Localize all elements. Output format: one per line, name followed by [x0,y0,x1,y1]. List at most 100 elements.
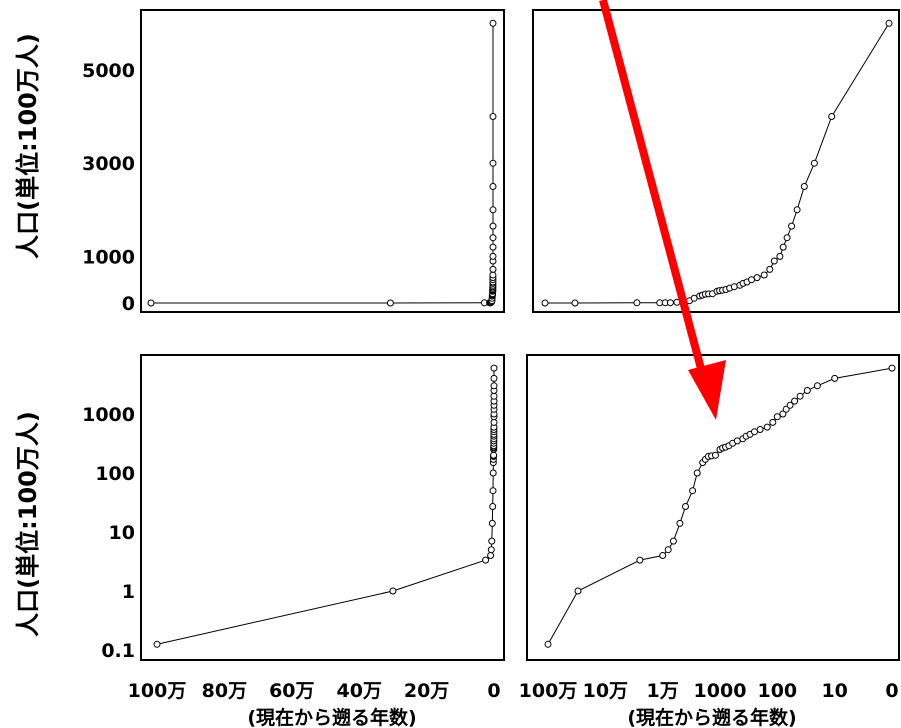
data-point-bl-2 [482,556,490,564]
data-point-br-8 [689,487,697,495]
data-point-tl-27 [489,265,497,273]
data-point-br-14 [712,451,719,459]
panel-bottom-right-frame [526,354,900,661]
series-line-bl [156,368,495,645]
panel-top-left-frame [140,9,505,313]
data-point-br-24 [751,428,758,436]
data-point-br-3 [659,552,667,559]
data-point-br-7 [682,503,689,510]
data-point-tr-2 [633,299,641,307]
data-point-tl-35 [489,159,497,167]
panel-top-left [147,19,497,307]
data-point-tr-30 [779,243,787,251]
data-point-tr-25 [753,274,761,282]
xtick-label-right-6: 0 [885,680,898,702]
data-point-bl-9 [489,469,497,477]
xtick-label-right-2: 1万 [647,680,679,702]
data-point-br-5 [669,537,677,545]
red-arrow-annotation [599,0,726,420]
data-point-bl-1 [389,587,397,595]
data-point-br-32 [791,397,799,405]
data-point-br-27 [769,418,777,426]
series-line-tl [151,23,494,304]
data-point-tl-26 [489,271,497,279]
xtick-label-left-4: 20万 [404,680,449,702]
data-point-br-1 [574,587,582,595]
data-point-tr-0 [541,299,549,307]
data-point-tr-1 [571,299,579,307]
data-point-tl-33 [489,206,497,214]
xtick-label-left-2: 60万 [269,680,314,702]
data-point-tr-36 [828,113,836,120]
data-point-br-25 [756,426,764,433]
data-point-br-35 [813,382,821,390]
data-point-tl-29 [489,252,497,260]
data-point-bl-37 [490,364,498,372]
data-point-tr-28 [770,257,778,265]
x-axis-caption-left: (現在から遡る年数) [247,706,416,728]
data-point-br-9 [693,469,701,477]
ytick-label-top-1: 1000 [82,246,135,268]
x-axis-caption-right: (現在から遡る年数) [627,706,796,728]
data-point-bl-6 [488,519,496,527]
data-point-br-26 [763,423,771,431]
xtick-label-left-1: 80万 [202,680,247,702]
data-point-br-31 [786,401,794,409]
data-point-tr-31 [783,234,791,242]
data-point-tl-32 [489,222,497,230]
data-point-br-4 [664,546,672,554]
xtick-label-right-1: 10万 [583,680,628,702]
xtick-label-left-5: 0 [487,680,500,702]
xtick-label-right-0: 100万 [519,680,578,702]
data-point-bl-0 [153,640,161,648]
ytick-label-bottom-2: 10 [109,522,135,544]
data-point-tr-29 [776,252,784,260]
data-point-tr-35 [810,159,818,167]
panel-bottom-left [153,364,498,648]
data-point-tl-0 [147,299,155,307]
data-point-tl-1 [386,299,394,307]
data-point-br-37 [888,364,896,372]
data-point-tr-33 [793,206,801,214]
panel-top-right-frame [532,9,900,313]
ytick-label-top-3: 5000 [82,60,135,82]
xtick-label-left-0: 100万 [128,680,187,702]
ytick-label-bottom-3: 100 [95,463,135,485]
data-point-tl-37 [489,19,497,27]
data-point-tr-37 [885,19,893,27]
data-point-br-33 [796,392,804,400]
data-point-tl-31 [489,234,497,242]
series-line-br [547,367,893,645]
data-point-bl-14 [490,451,498,459]
data-point-bl-35 [490,382,498,390]
data-point-br-28 [773,413,781,421]
red-arrow-head [688,360,726,420]
xtick-label-left-3: 40万 [336,680,381,702]
y-axis-label-bottom: 人口(単位:100万人) [14,411,42,637]
data-point-bl-33 [490,392,498,400]
ytick-label-top-2: 3000 [82,153,135,175]
data-point-bl-27 [490,418,498,426]
data-point-br-36 [831,374,839,382]
data-point-tr-34 [800,183,808,190]
data-point-br-0 [544,640,552,648]
panel-bottom-left-frame [140,354,505,661]
data-point-bl-8 [489,487,497,495]
panel-top-right [541,19,893,307]
data-point-tr-27 [766,265,774,273]
xtick-label-right-5: 10 [821,680,847,702]
data-point-br-29 [779,410,787,418]
data-point-tl-36 [489,113,497,120]
data-point-bl-3 [487,552,495,559]
data-point-tr-5 [666,299,674,307]
data-point-bl-5 [488,537,496,545]
ytick-label-bottom-4: 1000 [82,404,135,426]
data-point-tl-30 [489,243,497,251]
data-point-tl-34 [489,183,497,190]
data-point-br-6 [676,519,684,527]
xtick-label-right-4: 100 [757,680,797,702]
data-point-bl-36 [490,374,498,382]
ytick-label-bottom-1: 1 [122,581,135,603]
